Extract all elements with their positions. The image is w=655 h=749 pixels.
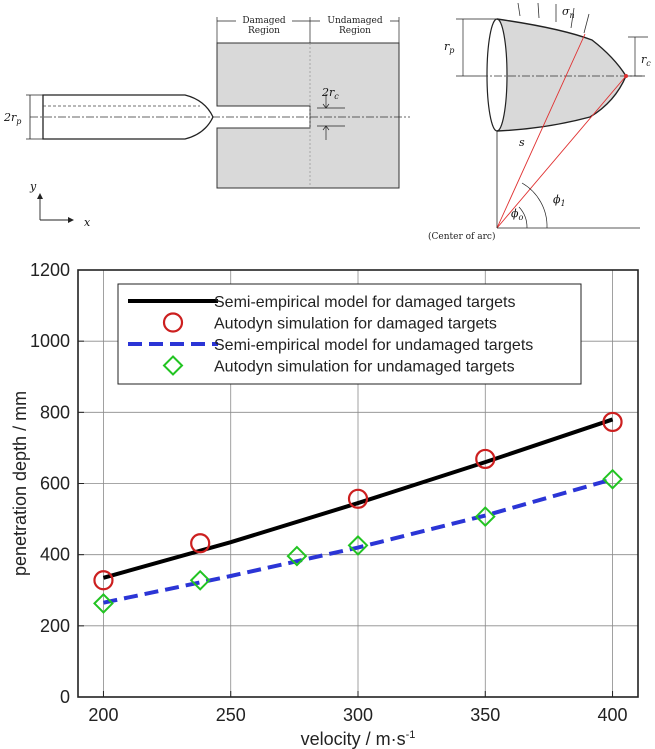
series-line [103, 477, 614, 605]
red-line-1 [496, 75, 627, 229]
x-tick-label: 400 [598, 705, 628, 725]
phi1-label: ϕ1 [553, 193, 566, 208]
y-axis-title: penetration depth / mm [10, 391, 30, 576]
red-line-2 [496, 33, 586, 229]
legend-label: Autodyn simulation for undamaged targets [214, 359, 515, 376]
diamond-marker [474, 506, 496, 528]
x-arrowhead [68, 217, 74, 223]
y-tick-label: 1000 [30, 331, 70, 351]
diamond-marker [602, 468, 623, 490]
y-tick-label: 0 [60, 687, 70, 707]
series-layer [93, 411, 623, 614]
series-4 [93, 468, 623, 614]
legend: Semi-empirical model for damaged targets… [117, 283, 582, 385]
diamond-marker [162, 355, 184, 376]
diamond-marker [286, 545, 308, 567]
y-tick-label: 800 [40, 402, 70, 422]
rc-right-label: rc [641, 53, 651, 68]
circle-marker [190, 533, 211, 554]
base-ellipse [486, 18, 508, 132]
circle-marker [93, 570, 114, 591]
series-line [102, 417, 614, 580]
penetration-chart: 200 250 300 350 400 0 200 400 600 800 1000 1200 Sem… [10, 260, 639, 749]
x-axis-label: x [84, 216, 91, 229]
phi1-arc [521, 182, 548, 229]
undamaged-label-bg [320, 13, 390, 39]
circle-marker [162, 312, 184, 333]
x-tick-label: 350 [470, 705, 500, 725]
target-block [216, 42, 400, 189]
legend-label: Semi-empirical model for damaged targets [214, 294, 515, 311]
rc-arrowhead-bottom [322, 125, 330, 131]
nose-geometry-diagram: rp rc ϕo ϕ1 s σn (Center of arc) [428, 2, 651, 242]
rp-right-label: rp [444, 40, 454, 55]
series-1 [102, 417, 614, 580]
undamaged-region-label: Undamaged Region [327, 16, 382, 36]
y-tick-label: 200 [40, 616, 70, 636]
damaged-region-label: Damaged Region [242, 16, 286, 36]
y-arrowhead [37, 193, 43, 199]
y-tick-label: 400 [40, 545, 70, 565]
phi0-label: ϕo [511, 207, 524, 222]
tick-labels: 200 250 300 350 400 0 200 400 600 800 1000 1200 [30, 260, 628, 725]
diamond-marker [347, 535, 369, 556]
red-dot [624, 74, 628, 78]
y-tick-label: 1200 [30, 260, 70, 280]
s-label: s [519, 136, 525, 149]
circle-marker [602, 411, 623, 433]
circle-marker [347, 488, 369, 509]
x-axis-title: velocity / m·s-1 [301, 729, 416, 749]
two-rp-label: 2rp [3, 111, 21, 126]
y-tick-label: 600 [40, 474, 70, 494]
nose-shape [497, 19, 626, 131]
diamond-marker [189, 569, 211, 591]
series-3 [103, 477, 614, 605]
phi0-arc [518, 206, 528, 229]
diamond-marker [93, 593, 114, 614]
center-of-arc-label: (Center of arc) [428, 231, 495, 242]
x-tick-label: 300 [343, 705, 373, 725]
legend-label: Semi-empirical model for undamaged targe… [214, 337, 533, 354]
rc-arrowhead-top [322, 103, 330, 109]
damaged-label-bg [236, 13, 292, 39]
x-tick-label: 200 [88, 705, 118, 725]
sigma-label: σn [562, 5, 575, 20]
x-tick-label: 250 [216, 705, 246, 725]
projectile-target-diagram: 2rp Damaged Region Undamaged Region 2rc y … [3, 13, 410, 229]
two-rc-label: 2rc [321, 86, 339, 101]
circle-marker [475, 448, 496, 470]
legend-label: Autodyn simulation for damaged targets [214, 316, 497, 333]
load-arrows [517, 2, 590, 34]
series-2 [93, 411, 623, 591]
y-axis-label: y [29, 180, 37, 193]
